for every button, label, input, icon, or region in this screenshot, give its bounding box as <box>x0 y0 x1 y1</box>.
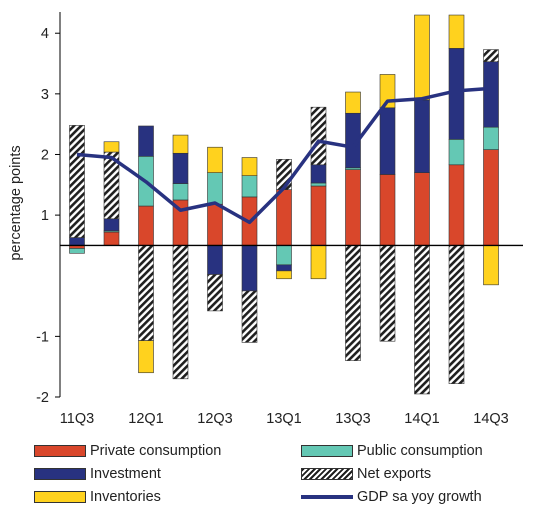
bar-investment-12q2 <box>172 152 189 184</box>
legend-item-investment: Investment <box>34 463 161 485</box>
bar-private-consumption-14q2 <box>448 164 465 246</box>
bar-inventories-14q3 <box>483 245 499 286</box>
x-tick-label: 14Q1 <box>404 411 439 427</box>
bar-net-exports-12q2 <box>172 245 189 380</box>
bar-investment-14q2 <box>448 48 465 140</box>
bar-inventories-12q2 <box>172 134 189 154</box>
bar-inventories-13q1 <box>276 270 292 280</box>
legend-label-public-consumption: Public consumption <box>357 443 483 459</box>
bar-net-exports-14q3 <box>483 49 499 63</box>
bar-inventories-12q4 <box>241 157 258 177</box>
bar-investment-12q4 <box>241 245 258 292</box>
x-tick-label: 13Q3 <box>335 411 370 427</box>
bar-inventories-11q4 <box>103 141 120 153</box>
bar-inventories-14q2 <box>448 14 465 49</box>
legend-label-gdp-growth: GDP sa yoy growth <box>357 489 482 505</box>
bar-public-consumption-14q2 <box>448 139 465 166</box>
legend-item-net-exports: Net exports <box>301 463 431 485</box>
y-tick-label: 3 <box>41 87 49 103</box>
bar-inventories-12q1 <box>138 340 154 374</box>
bar-public-consumption-12q2 <box>172 183 189 201</box>
bar-private-consumption-13q3 <box>345 169 361 246</box>
bar-public-consumption-11q3 <box>69 248 85 254</box>
bar-investment-12q3 <box>207 245 223 275</box>
bar-net-exports-14q1 <box>414 245 430 395</box>
bar-investment-11q3 <box>69 237 85 246</box>
y-tick-label: 1 <box>41 208 49 224</box>
bar-investment-13q1 <box>276 264 292 272</box>
x-tick-label: 13Q1 <box>266 411 301 427</box>
legend-label-net-exports: Net exports <box>357 466 432 482</box>
legend-item-gdp-growth: GDP sa yoy growth <box>301 486 482 508</box>
gdp-line-layer <box>76 86 492 225</box>
y-axis-label: percentage points <box>8 145 24 260</box>
bar-private-consumption-12q3 <box>207 203 223 246</box>
bar-investment-13q2 <box>310 164 327 184</box>
y-tick-labels: -2 -1 1 2 3 4 <box>36 26 49 406</box>
legend-swatch-public-consumption <box>301 445 353 457</box>
bar-investment-14q1 <box>414 99 430 173</box>
x-tick-label: 14Q3 <box>473 411 508 427</box>
bar-private-consumption-13q2 <box>310 185 327 246</box>
bar-public-consumption-12q4 <box>241 175 258 198</box>
bar-private-consumption-13q1 <box>276 189 292 246</box>
y-tick-label: -2 <box>36 390 49 406</box>
legend-item-private-consumption: Private consumption <box>34 440 221 462</box>
bar-inventories-13q2 <box>310 245 327 280</box>
bar-private-consumption-14q1 <box>414 172 430 246</box>
axes-layer <box>55 12 523 398</box>
bar-net-exports-13q3 <box>345 245 361 361</box>
bar-private-consumption-11q4 <box>103 231 120 246</box>
legend-swatch-private-consumption <box>34 445 86 457</box>
y-tick-label: 2 <box>41 147 49 163</box>
bar-investment-13q4 <box>379 107 396 175</box>
bar-net-exports-12q1 <box>138 245 154 341</box>
bar-net-exports-12q4 <box>241 290 258 343</box>
bar-net-exports-11q3 <box>69 125 85 238</box>
x-tick-label: 12Q3 <box>197 411 232 427</box>
bar-investment-14q3 <box>483 61 499 128</box>
x-tick-label: 11Q3 <box>60 411 94 427</box>
bar-net-exports-12q3 <box>207 274 223 312</box>
bar-net-exports-13q2 <box>310 106 327 166</box>
legend-label-investment: Investment <box>90 466 161 482</box>
line-gdp-sa-yoy-growth <box>76 86 492 225</box>
bar-net-exports-14q2 <box>448 245 465 384</box>
bar-private-consumption-14q3 <box>483 149 499 246</box>
y-tick-label: -1 <box>36 329 49 345</box>
bar-public-consumption-14q3 <box>483 126 499 150</box>
bar-public-consumption-13q2 <box>310 182 327 187</box>
bar-investment-12q1 <box>138 125 154 157</box>
bar-private-consumption-13q4 <box>379 174 396 246</box>
bar-net-exports-13q4 <box>379 245 396 342</box>
legend-label-private-consumption: Private consumption <box>90 443 222 459</box>
x-tick-labels: 11Q3 12Q1 12Q3 13Q1 13Q3 14Q1 14Q3 <box>60 411 509 427</box>
bar-inventories-12q3 <box>207 146 223 173</box>
legend-swatch-net-exports <box>301 468 353 480</box>
bar-private-consumption-12q1 <box>138 205 154 246</box>
bar-inventories-13q3 <box>345 91 361 114</box>
legend-item-inventories: Inventories <box>34 486 161 508</box>
legend-line-gdp-growth <box>301 495 353 499</box>
bars-layer <box>69 14 499 395</box>
legend: Private consumption Public consumption I… <box>34 438 529 508</box>
legend-swatch-investment <box>34 468 86 480</box>
legend-swatch-inventories <box>34 491 86 503</box>
x-tick-label: 12Q1 <box>128 411 163 427</box>
legend-item-public-consumption: Public consumption <box>301 440 483 462</box>
bar-investment-11q4 <box>103 218 120 232</box>
bar-inventories-14q1 <box>414 14 430 101</box>
legend-label-inventories: Inventories <box>90 489 161 505</box>
bar-public-consumption-13q1 <box>276 245 292 266</box>
y-tick-label: 4 <box>41 26 49 42</box>
bar-public-consumption-12q3 <box>207 172 223 205</box>
